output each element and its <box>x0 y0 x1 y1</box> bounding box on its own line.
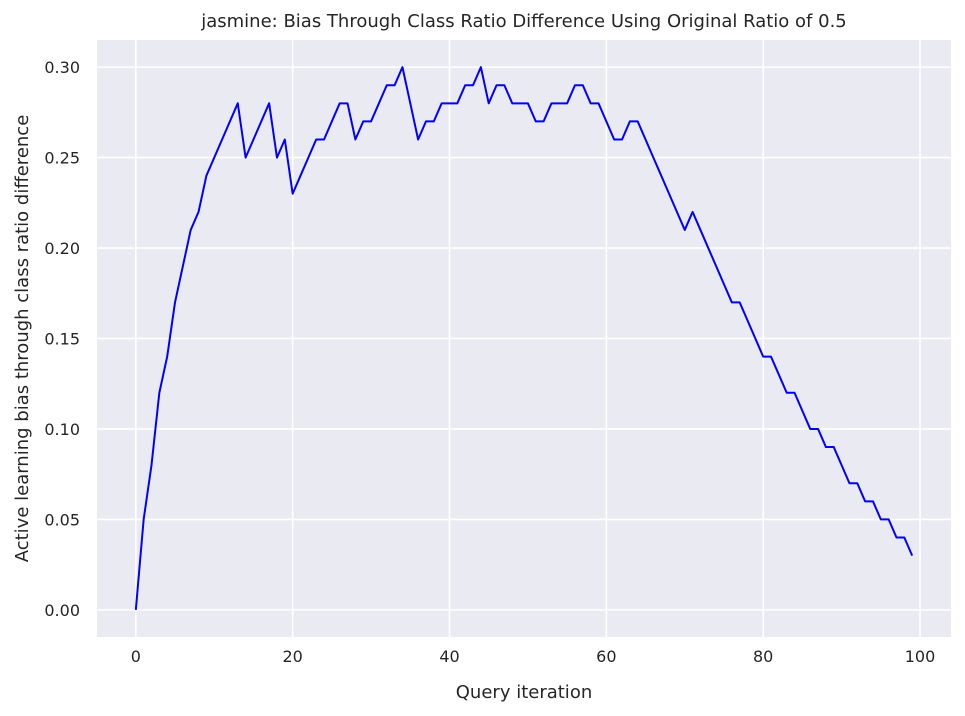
y-axis-label: Active learning bias through class ratio… <box>12 115 33 563</box>
x-tick-label: 60 <box>596 647 616 666</box>
x-tick-label: 80 <box>753 647 773 666</box>
y-tick-label: 0.00 <box>44 601 80 620</box>
y-tick-labels: 0.00 0.05 0.10 0.15 0.20 0.25 0.30 <box>44 58 80 620</box>
x-tick-label: 20 <box>282 647 302 666</box>
y-tick-label: 0.05 <box>44 510 80 529</box>
series-layer <box>134 66 914 610</box>
y-tick-label: 0.10 <box>44 420 80 439</box>
y-tick-label: 0.30 <box>44 58 80 77</box>
y-tick-label: 0.25 <box>44 149 80 168</box>
series-line <box>134 66 914 610</box>
x-tick-label: 100 <box>905 647 936 666</box>
x-tick-labels: 0 20 40 60 80 100 <box>131 647 936 666</box>
y-gridlines <box>97 66 951 611</box>
x-tick-label: 0 <box>131 647 141 666</box>
y-tick-label: 0.15 <box>44 330 80 349</box>
chart-title: jasmine: Bias Through Class Ratio Differ… <box>200 11 847 32</box>
y-tick-label: 0.20 <box>44 239 80 258</box>
x-tick-label: 40 <box>439 647 459 666</box>
x-axis-label: Query iteration <box>456 682 592 703</box>
